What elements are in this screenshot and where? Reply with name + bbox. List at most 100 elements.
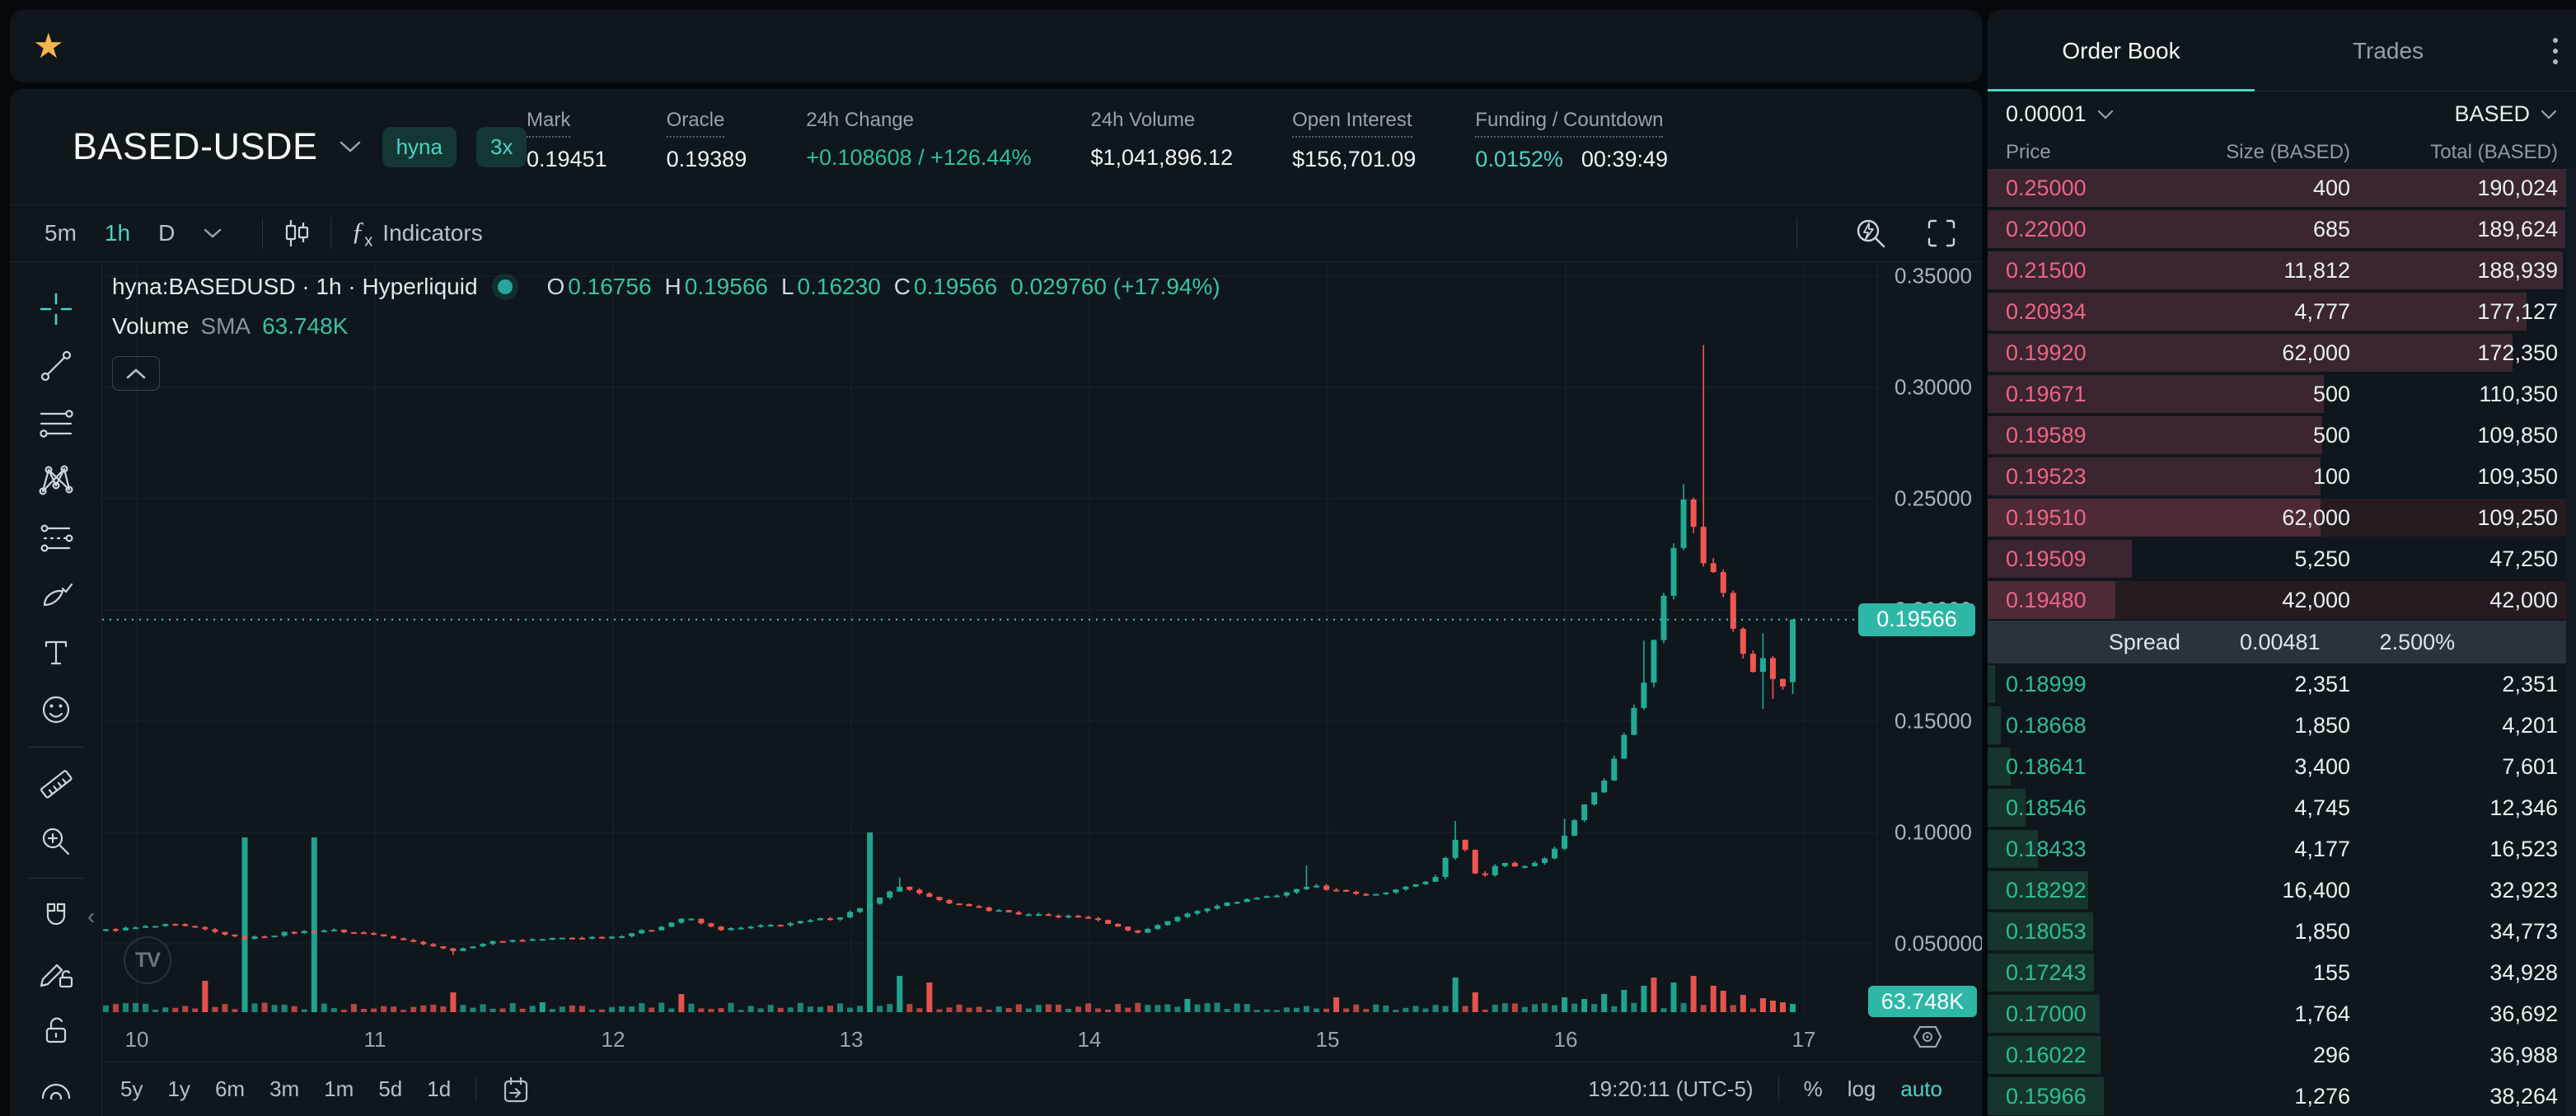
- quick-search-icon[interactable]: [1853, 216, 1888, 251]
- unit-select[interactable]: BASED: [2454, 101, 2558, 127]
- orderbook-ask-row[interactable]: 0.19509 5,250 47,250: [1988, 538, 2576, 579]
- kebab-menu-icon[interactable]: [2553, 38, 2558, 64]
- size-cell: 100: [2312, 463, 2350, 489]
- orderbook-bid-row[interactable]: 0.18668 1,850 4,201: [1988, 705, 2576, 746]
- tool-hide-drawings[interactable]: [10, 1059, 101, 1116]
- hide-drawings-icon: [41, 1084, 70, 1100]
- price-axis[interactable]: 0.350000.300000.250000.200000.150000.100…: [1858, 262, 1982, 1017]
- range-3m[interactable]: 3m: [269, 1076, 300, 1101]
- tool-drawing-lock[interactable]: [10, 945, 101, 1001]
- range-1m[interactable]: 1m: [324, 1076, 354, 1101]
- tool-trend-line[interactable]: [10, 337, 101, 394]
- y-tick: 0.25000: [1895, 485, 1972, 511]
- size-cell: 2,351: [2294, 671, 2350, 696]
- toolbar-collapse-handle[interactable]: ‹: [87, 903, 96, 929]
- depth-bar: [1988, 210, 2565, 248]
- depth-bar: [1988, 995, 2100, 1033]
- tool-text[interactable]: [10, 624, 101, 681]
- size-cell: 16,400: [2282, 877, 2350, 903]
- size-cell: 62,000: [2282, 340, 2350, 365]
- log-scale-button[interactable]: log: [1847, 1076, 1876, 1101]
- range-5d[interactable]: 5d: [378, 1076, 403, 1101]
- auto-scale-button[interactable]: auto: [1900, 1076, 1942, 1101]
- orderbook-bid-row[interactable]: 0.15966 1,276 38,264: [1988, 1076, 2576, 1116]
- orderbook-bid-row[interactable]: 0.17000 1,764 36,692: [1988, 993, 2576, 1034]
- pair-name[interactable]: BASED-USDE: [73, 125, 318, 167]
- price-cell: 0.22000: [2006, 216, 2087, 241]
- tab-order-book[interactable]: Order Book: [2062, 38, 2180, 63]
- total-cell: 42,000: [2489, 587, 2558, 612]
- chevron-down-icon[interactable]: [338, 138, 363, 155]
- fullscreen-icon[interactable]: [1924, 216, 1959, 251]
- x-tick: 11: [363, 1027, 386, 1052]
- range-5y[interactable]: 5y: [120, 1076, 143, 1101]
- depth-bar: [1988, 457, 2321, 495]
- go-to-date-icon[interactable]: [501, 1075, 531, 1104]
- market-status-dot-icon: [497, 279, 513, 294]
- interval-1h[interactable]: 1h: [104, 220, 131, 246]
- price-cell: 0.19671: [2006, 381, 2087, 406]
- orderbook-ask-row[interactable]: 0.19920 62,000 172,350: [1988, 332, 2576, 373]
- orderbook-bid-row[interactable]: 0.18433 4,177 16,523: [1988, 828, 2576, 870]
- tool-emoji[interactable]: [10, 681, 101, 738]
- orderbook-ask-row[interactable]: 0.19510 62,000 109,250: [1988, 497, 2576, 538]
- orderbook-ask-row[interactable]: 0.19671 500 110,350: [1988, 373, 2576, 415]
- time-axis[interactable]: 10 11 12 13 14 15 16 17: [102, 1015, 1982, 1062]
- interval-5m[interactable]: 5m: [44, 220, 77, 246]
- orderbook-ask-row[interactable]: 0.21500 11,812 188,939: [1988, 250, 2576, 291]
- orderbook-bid-row[interactable]: 0.18641 3,400 7,601: [1988, 746, 2576, 787]
- orderbook-bid-row[interactable]: 0.18999 2,351 2,351: [1988, 664, 2576, 705]
- star-icon[interactable]: ★: [33, 26, 64, 65]
- indicators-button[interactable]: Indicators: [382, 220, 483, 246]
- depth-bar: [1988, 789, 2026, 827]
- tool-zoom-in[interactable]: [10, 813, 101, 870]
- market-stats: Mark 0.19451 Oracle 0.19389 24h Change +0.108…: [527, 109, 1668, 172]
- legend-collapse-button[interactable]: [112, 356, 160, 391]
- size-cell: 3,400: [2294, 753, 2350, 779]
- x-tick: 10: [124, 1027, 149, 1052]
- size-cell: 1,850: [2294, 712, 2350, 738]
- total-cell: 109,850: [2477, 422, 2558, 448]
- x-tick: 16: [1553, 1027, 1578, 1052]
- range-6m[interactable]: 6m: [214, 1076, 246, 1101]
- tool-horizontal-line[interactable]: [10, 395, 101, 452]
- orderbook-ask-row[interactable]: 0.22000 685 189,624: [1988, 209, 2576, 250]
- range-1y[interactable]: 1y: [167, 1076, 190, 1101]
- tool-lock-all[interactable]: [10, 1001, 101, 1058]
- tool-magnet[interactable]: [10, 887, 101, 944]
- orderbook-bid-row[interactable]: 0.18292 16,400 32,923: [1988, 870, 2576, 911]
- orderbook-bid-row[interactable]: 0.16022 296 36,988: [1988, 1034, 2576, 1076]
- orderbook-ask-row[interactable]: 0.19480 42,000 42,000: [1988, 579, 2576, 621]
- tool-ruler[interactable]: [10, 755, 101, 812]
- leverage-badge: 3x: [475, 126, 527, 167]
- candles-style-icon[interactable]: [283, 218, 311, 249]
- tool-brush[interactable]: [10, 566, 101, 623]
- orderbook-scrollbar[interactable]: [2566, 167, 2576, 1116]
- chart-plot[interactable]: [102, 262, 1877, 1015]
- tab-trades[interactable]: Trades: [2352, 38, 2424, 63]
- percent-scale-button[interactable]: %: [1803, 1076, 1823, 1101]
- price-cell: 0.18641: [2006, 753, 2087, 779]
- magnet-icon: [46, 903, 65, 926]
- price-scale-settings-icon[interactable]: [1910, 1024, 1943, 1050]
- orderbook-bid-row[interactable]: 0.17243 155 34,928: [1988, 952, 2576, 993]
- tool-xabcd-pattern[interactable]: [10, 452, 101, 509]
- tick-size-select[interactable]: 0.00001: [2006, 101, 2115, 127]
- orderbook-ask-row[interactable]: 0.20934 4,777 177,127: [1988, 291, 2576, 332]
- interval-d[interactable]: D: [158, 220, 176, 246]
- fx-icon[interactable]: ƒx: [351, 215, 373, 251]
- orderbook-bid-row[interactable]: 0.18053 1,850 34,773: [1988, 911, 2576, 952]
- orderbook-bid-row[interactable]: 0.18546 4,745 12,346: [1988, 787, 2576, 828]
- clock-timezone[interactable]: 19:20:11 (UTC-5): [1588, 1076, 1754, 1101]
- tool-trend-fib[interactable]: [10, 509, 101, 566]
- tool-crosshair[interactable]: [10, 280, 101, 337]
- range-1d[interactable]: 1d: [427, 1076, 452, 1101]
- orderbook-ask-row[interactable]: 0.19589 500 109,850: [1988, 415, 2576, 456]
- price-cell: 0.19480: [2006, 587, 2087, 612]
- depth-bar: [1988, 251, 2563, 289]
- orderbook-ask-row[interactable]: 0.25000 400 190,024: [1988, 167, 2576, 209]
- interval-chevron-down-icon[interactable]: [203, 227, 222, 240]
- divider: [28, 878, 83, 879]
- orderbook-ask-row[interactable]: 0.19523 100 109,350: [1988, 456, 2576, 497]
- size-cell: 296: [2312, 1042, 2350, 1067]
